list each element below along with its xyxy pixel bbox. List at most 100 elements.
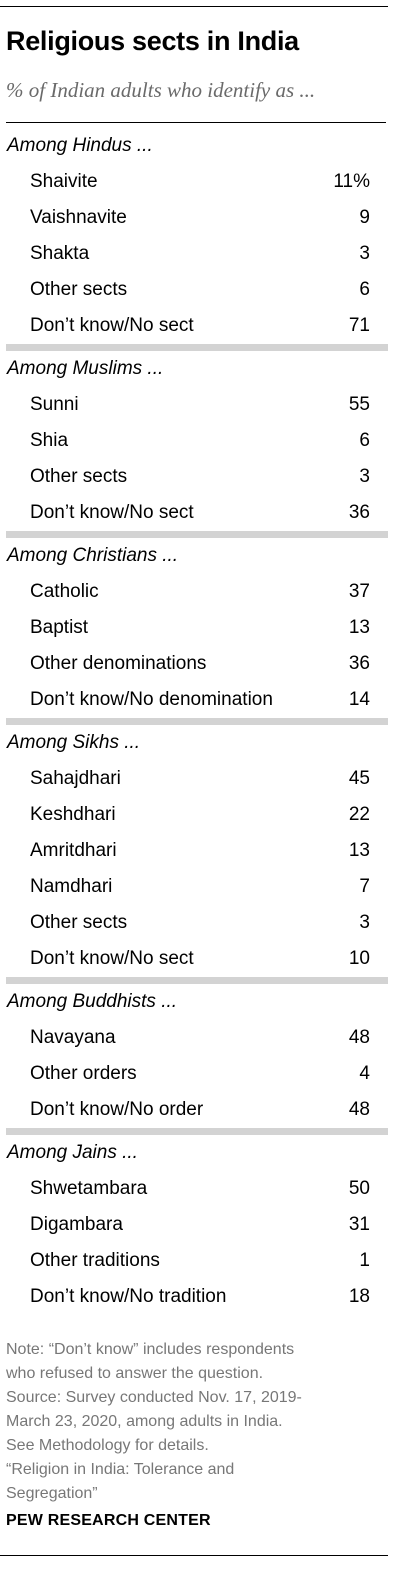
table-row: Don’t know/No sect 36 [0, 495, 400, 531]
row-value: 3 [359, 912, 370, 933]
table-group: Among Buddhists ... Navayana 48 Other order… [0, 984, 400, 1128]
table-row: Don’t know/No denomination 14 [0, 682, 400, 718]
row-label: Sunni [30, 394, 79, 415]
row-value: 36 [348, 502, 370, 523]
row-label: Other denominations [30, 653, 207, 674]
group-separator [6, 718, 388, 725]
table-group: Among Sikhs ... Sahajdhari 45 Keshdhari 22 Am… [0, 725, 400, 977]
row-value: 7 [359, 876, 370, 897]
table-row: Shaivite 11% [0, 164, 400, 200]
group-separator [6, 531, 388, 538]
row-value: 3 [359, 466, 370, 487]
group-separator [6, 977, 388, 984]
group-heading: Among Muslims ... [7, 358, 164, 379]
table-row: Other sects 6 [0, 272, 400, 308]
table-row: Don’t know/No sect 71 [0, 308, 400, 344]
table-group: Among Hindus ... Shaivite 11% Vaishnavite 9 S… [0, 128, 400, 344]
note-line: Source: Survey conducted Nov. 17, 2019- [6, 1389, 302, 1406]
table-row: Amritdhari 13 [0, 833, 400, 869]
table-row: Sunni 55 [0, 387, 400, 423]
row-value: 45 [348, 768, 370, 789]
row-value: 31 [348, 1214, 370, 1235]
row-label: Don’t know/No denomination [30, 689, 273, 710]
group-heading: Among Hindus ... [7, 135, 153, 156]
row-label: Don’t know/No order [30, 1099, 204, 1120]
source-note: Note: “Don’t know” includes respondents w… [6, 1338, 386, 1506]
row-label: Digambara [30, 1214, 123, 1235]
row-value: 55 [348, 394, 370, 415]
row-label: Keshdhari [30, 804, 116, 825]
row-label: Baptist [30, 617, 89, 638]
table-row: Catholic 37 [0, 574, 400, 610]
group-heading: Among Jains ... [7, 1142, 138, 1163]
row-value: 50 [348, 1178, 370, 1199]
row-value: 13 [348, 840, 370, 861]
row-value: 71 [348, 315, 370, 336]
row-label: Shaivite [30, 171, 98, 192]
row-label: Sahajdhari [30, 768, 121, 789]
group-separator [6, 344, 388, 351]
group-heading: Among Christians ... [7, 545, 179, 566]
row-value: 4 [359, 1063, 370, 1084]
row-value: 22 [348, 804, 370, 825]
chart-title: Religious sects in India [6, 26, 299, 56]
row-label: Shia [30, 430, 69, 451]
table-row: Other traditions 1 [0, 1243, 400, 1279]
table-row: Navayana 48 [0, 1020, 400, 1056]
table-row: Keshdhari 22 [0, 797, 400, 833]
table-row: Digambara 31 [0, 1207, 400, 1243]
row-label: Navayana [30, 1027, 116, 1048]
note-line: See Methodology for details. [6, 1437, 209, 1454]
table-row: Shia 6 [0, 423, 400, 459]
table-row: Don’t know/No order 48 [0, 1092, 400, 1128]
bottom-rule [0, 1555, 388, 1556]
row-label: Vaishnavite [30, 207, 127, 228]
sect-table: Among Hindus ... Shaivite 11% Vaishnavite 9 S… [0, 128, 400, 1315]
header-rule [6, 122, 386, 123]
note-line: “Religion in India: Tolerance and [6, 1461, 235, 1478]
row-value: 1 [359, 1250, 370, 1271]
group-heading: Among Sikhs ... [7, 732, 141, 753]
row-value: 14 [348, 689, 370, 710]
row-label: Catholic [30, 581, 99, 602]
chart-subtitle: % of Indian adults who identify as ... [6, 78, 316, 102]
row-value: 48 [348, 1027, 370, 1048]
table-row: Other denominations 36 [0, 646, 400, 682]
table-row: Vaishnavite 9 [0, 200, 400, 236]
table-row: Sahajdhari 45 [0, 761, 400, 797]
row-value: 10 [348, 948, 370, 969]
row-value: 36 [348, 653, 370, 674]
row-label: Other sects [30, 912, 128, 933]
row-value: 6 [359, 279, 370, 300]
table-row: Don’t know/No sect 10 [0, 941, 400, 977]
table-row: Other sects 3 [0, 905, 400, 941]
row-value: 3 [359, 243, 370, 264]
table-row: Shwetambara 50 [0, 1171, 400, 1207]
row-label: Other orders [30, 1063, 137, 1084]
table-group: Among Muslims ... Sunni 55 Shia 6 Other sects… [0, 351, 400, 531]
top-rule [0, 6, 388, 7]
row-value: 18 [348, 1286, 370, 1307]
row-value: 6 [359, 430, 370, 451]
note-line: March 23, 2020, among adults in India. [6, 1413, 283, 1430]
row-value: 11% [333, 171, 370, 192]
row-label: Other sects [30, 466, 128, 487]
row-value: 13 [348, 617, 370, 638]
row-label: Other traditions [30, 1250, 160, 1271]
row-label: Shwetambara [30, 1178, 148, 1199]
table-row: Don’t know/No tradition 18 [0, 1279, 400, 1315]
row-label: Don’t know/No sect [30, 315, 194, 336]
table-group: Among Jains ... Shwetambara 50 Digambara 31 O… [0, 1135, 400, 1315]
row-label: Amritdhari [30, 840, 117, 861]
table-row: Baptist 13 [0, 610, 400, 646]
row-label: Namdhari [30, 876, 113, 897]
row-label: Other sects [30, 279, 128, 300]
table-row: Shakta 3 [0, 236, 400, 272]
note-line: Note: “Don’t know” includes respondents [6, 1341, 295, 1358]
table-group: Among Christians ... Catholic 37 Baptist 13 O… [0, 538, 400, 718]
table-row: Other orders 4 [0, 1056, 400, 1092]
group-separator [6, 1128, 388, 1135]
table-row: Namdhari 7 [0, 869, 400, 905]
row-value: 9 [359, 207, 370, 228]
row-label: Don’t know/No sect [30, 502, 194, 523]
